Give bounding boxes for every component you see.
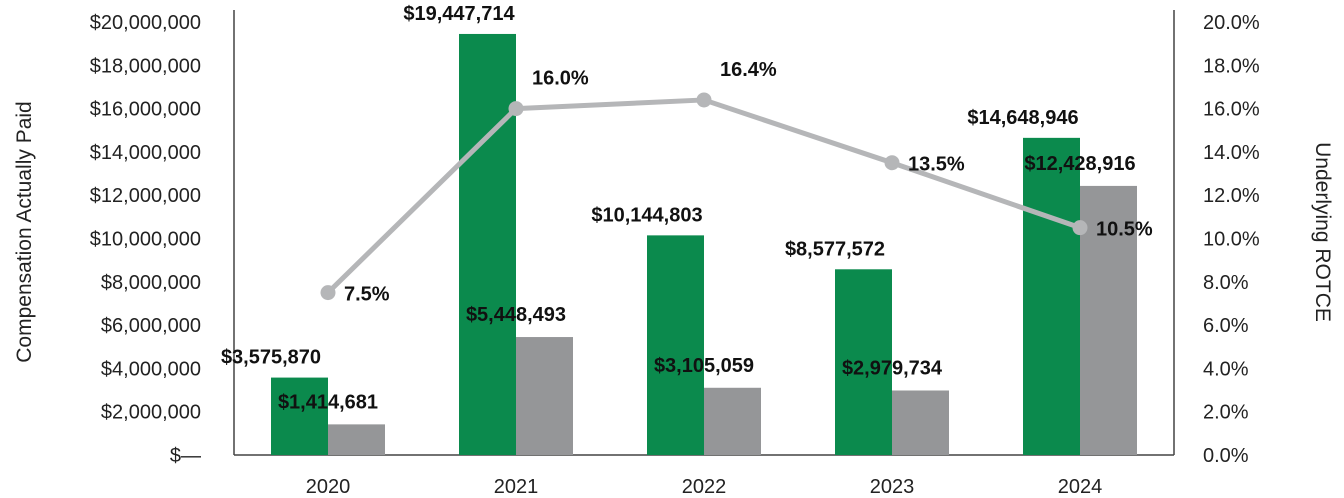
right-axis-tick-label: 2.0% bbox=[1203, 402, 1249, 424]
left-axis-tick-label: $6,000,000 bbox=[101, 315, 201, 337]
right-axis-tick-label: 8.0% bbox=[1203, 272, 1249, 294]
rotce-point-label: 7.5% bbox=[344, 284, 390, 306]
bar-series-2 bbox=[328, 424, 385, 455]
chart-bars bbox=[271, 33, 1137, 455]
right-axis-tick-label: 14.0% bbox=[1203, 142, 1260, 164]
rotce-point bbox=[1072, 220, 1088, 236]
rotce-point bbox=[884, 155, 900, 171]
bar-series-1-label: $8,577,572 bbox=[785, 238, 885, 260]
left-axis-title: Compensation Actually Paid bbox=[13, 101, 36, 363]
bar-series-2-label: $3,105,059 bbox=[654, 355, 754, 377]
chart-data-labels: $3,575,870 $19,447,714 $10,144,803 $8,577,5… bbox=[221, 3, 1153, 413]
right-axis-tick-label: 18.0% bbox=[1203, 55, 1260, 77]
x-axis-tick-label: 2021 bbox=[494, 476, 539, 498]
bar-series-2-label: $1,414,681 bbox=[278, 391, 378, 413]
rotce-point bbox=[508, 101, 524, 117]
right-axis-tick-label: 12.0% bbox=[1203, 185, 1260, 207]
bar-series-1 bbox=[647, 235, 704, 455]
right-axis-tick-label: 16.0% bbox=[1203, 99, 1260, 121]
left-axis-tick-label: $10,000,000 bbox=[90, 229, 201, 251]
bar-series-1 bbox=[271, 377, 328, 455]
rotce-point-label: 16.0% bbox=[532, 68, 589, 90]
bar-series-2-label: $5,448,493 bbox=[466, 304, 566, 326]
bar-series-1-label: $19,447,714 bbox=[403, 3, 515, 25]
rotce-point-label: 13.5% bbox=[908, 154, 965, 176]
bar-series-2 bbox=[1080, 185, 1137, 455]
left-axis-tick-label: $16,000,000 bbox=[90, 99, 201, 121]
rotce-point-label: 16.4% bbox=[720, 59, 777, 81]
bar-series-1-label: $10,144,803 bbox=[591, 204, 702, 226]
bar-series-2-label: $12,428,916 bbox=[1024, 153, 1135, 175]
x-axis-tick-label: 2024 bbox=[1058, 476, 1103, 498]
chart-axes: $— $2,000,000 $4,000,000 $6,000,000 $8,000,0… bbox=[90, 10, 1260, 498]
left-axis-tick-label: $4,000,000 bbox=[101, 358, 201, 380]
bar-series-1 bbox=[835, 269, 892, 455]
left-axis-tick-label: $18,000,000 bbox=[90, 55, 201, 77]
bar-series-2 bbox=[892, 390, 949, 455]
left-axis-tick-label: $12,000,000 bbox=[90, 185, 201, 207]
x-axis-tick-label: 2020 bbox=[306, 476, 351, 498]
left-axis-tick-label: $2,000,000 bbox=[101, 402, 201, 424]
rotce-line-group bbox=[320, 92, 1088, 301]
x-axis-tick-label: 2023 bbox=[870, 476, 915, 498]
bar-series-1-label: $14,648,946 bbox=[967, 107, 1078, 129]
rotce-point-label: 10.5% bbox=[1096, 219, 1153, 241]
left-axis-tick-label: $— bbox=[170, 445, 201, 467]
bar-series-2 bbox=[704, 387, 761, 455]
bar-series-2-label: $2,979,734 bbox=[842, 357, 943, 379]
bar-series-1-label: $3,575,870 bbox=[221, 347, 321, 369]
left-axis-tick-label: $20,000,000 bbox=[90, 12, 201, 34]
right-axis-title: Underlying ROTCE bbox=[1311, 142, 1334, 322]
left-axis-tick-label: $8,000,000 bbox=[101, 272, 201, 294]
right-axis-tick-label: 0.0% bbox=[1203, 445, 1249, 467]
right-axis-tick-label: 4.0% bbox=[1203, 358, 1249, 380]
bar-series-1 bbox=[459, 33, 516, 455]
rotce-point bbox=[696, 92, 712, 108]
bar-series-1 bbox=[1023, 137, 1080, 455]
rotce-point bbox=[320, 285, 336, 301]
bar-series-2 bbox=[516, 337, 573, 455]
right-axis-tick-label: 6.0% bbox=[1203, 315, 1249, 337]
x-axis-tick-label: 2022 bbox=[682, 476, 727, 498]
right-axis-tick-label: 20.0% bbox=[1203, 12, 1260, 34]
right-axis-tick-label: 10.0% bbox=[1203, 229, 1260, 251]
left-axis-tick-label: $14,000,000 bbox=[90, 142, 201, 164]
